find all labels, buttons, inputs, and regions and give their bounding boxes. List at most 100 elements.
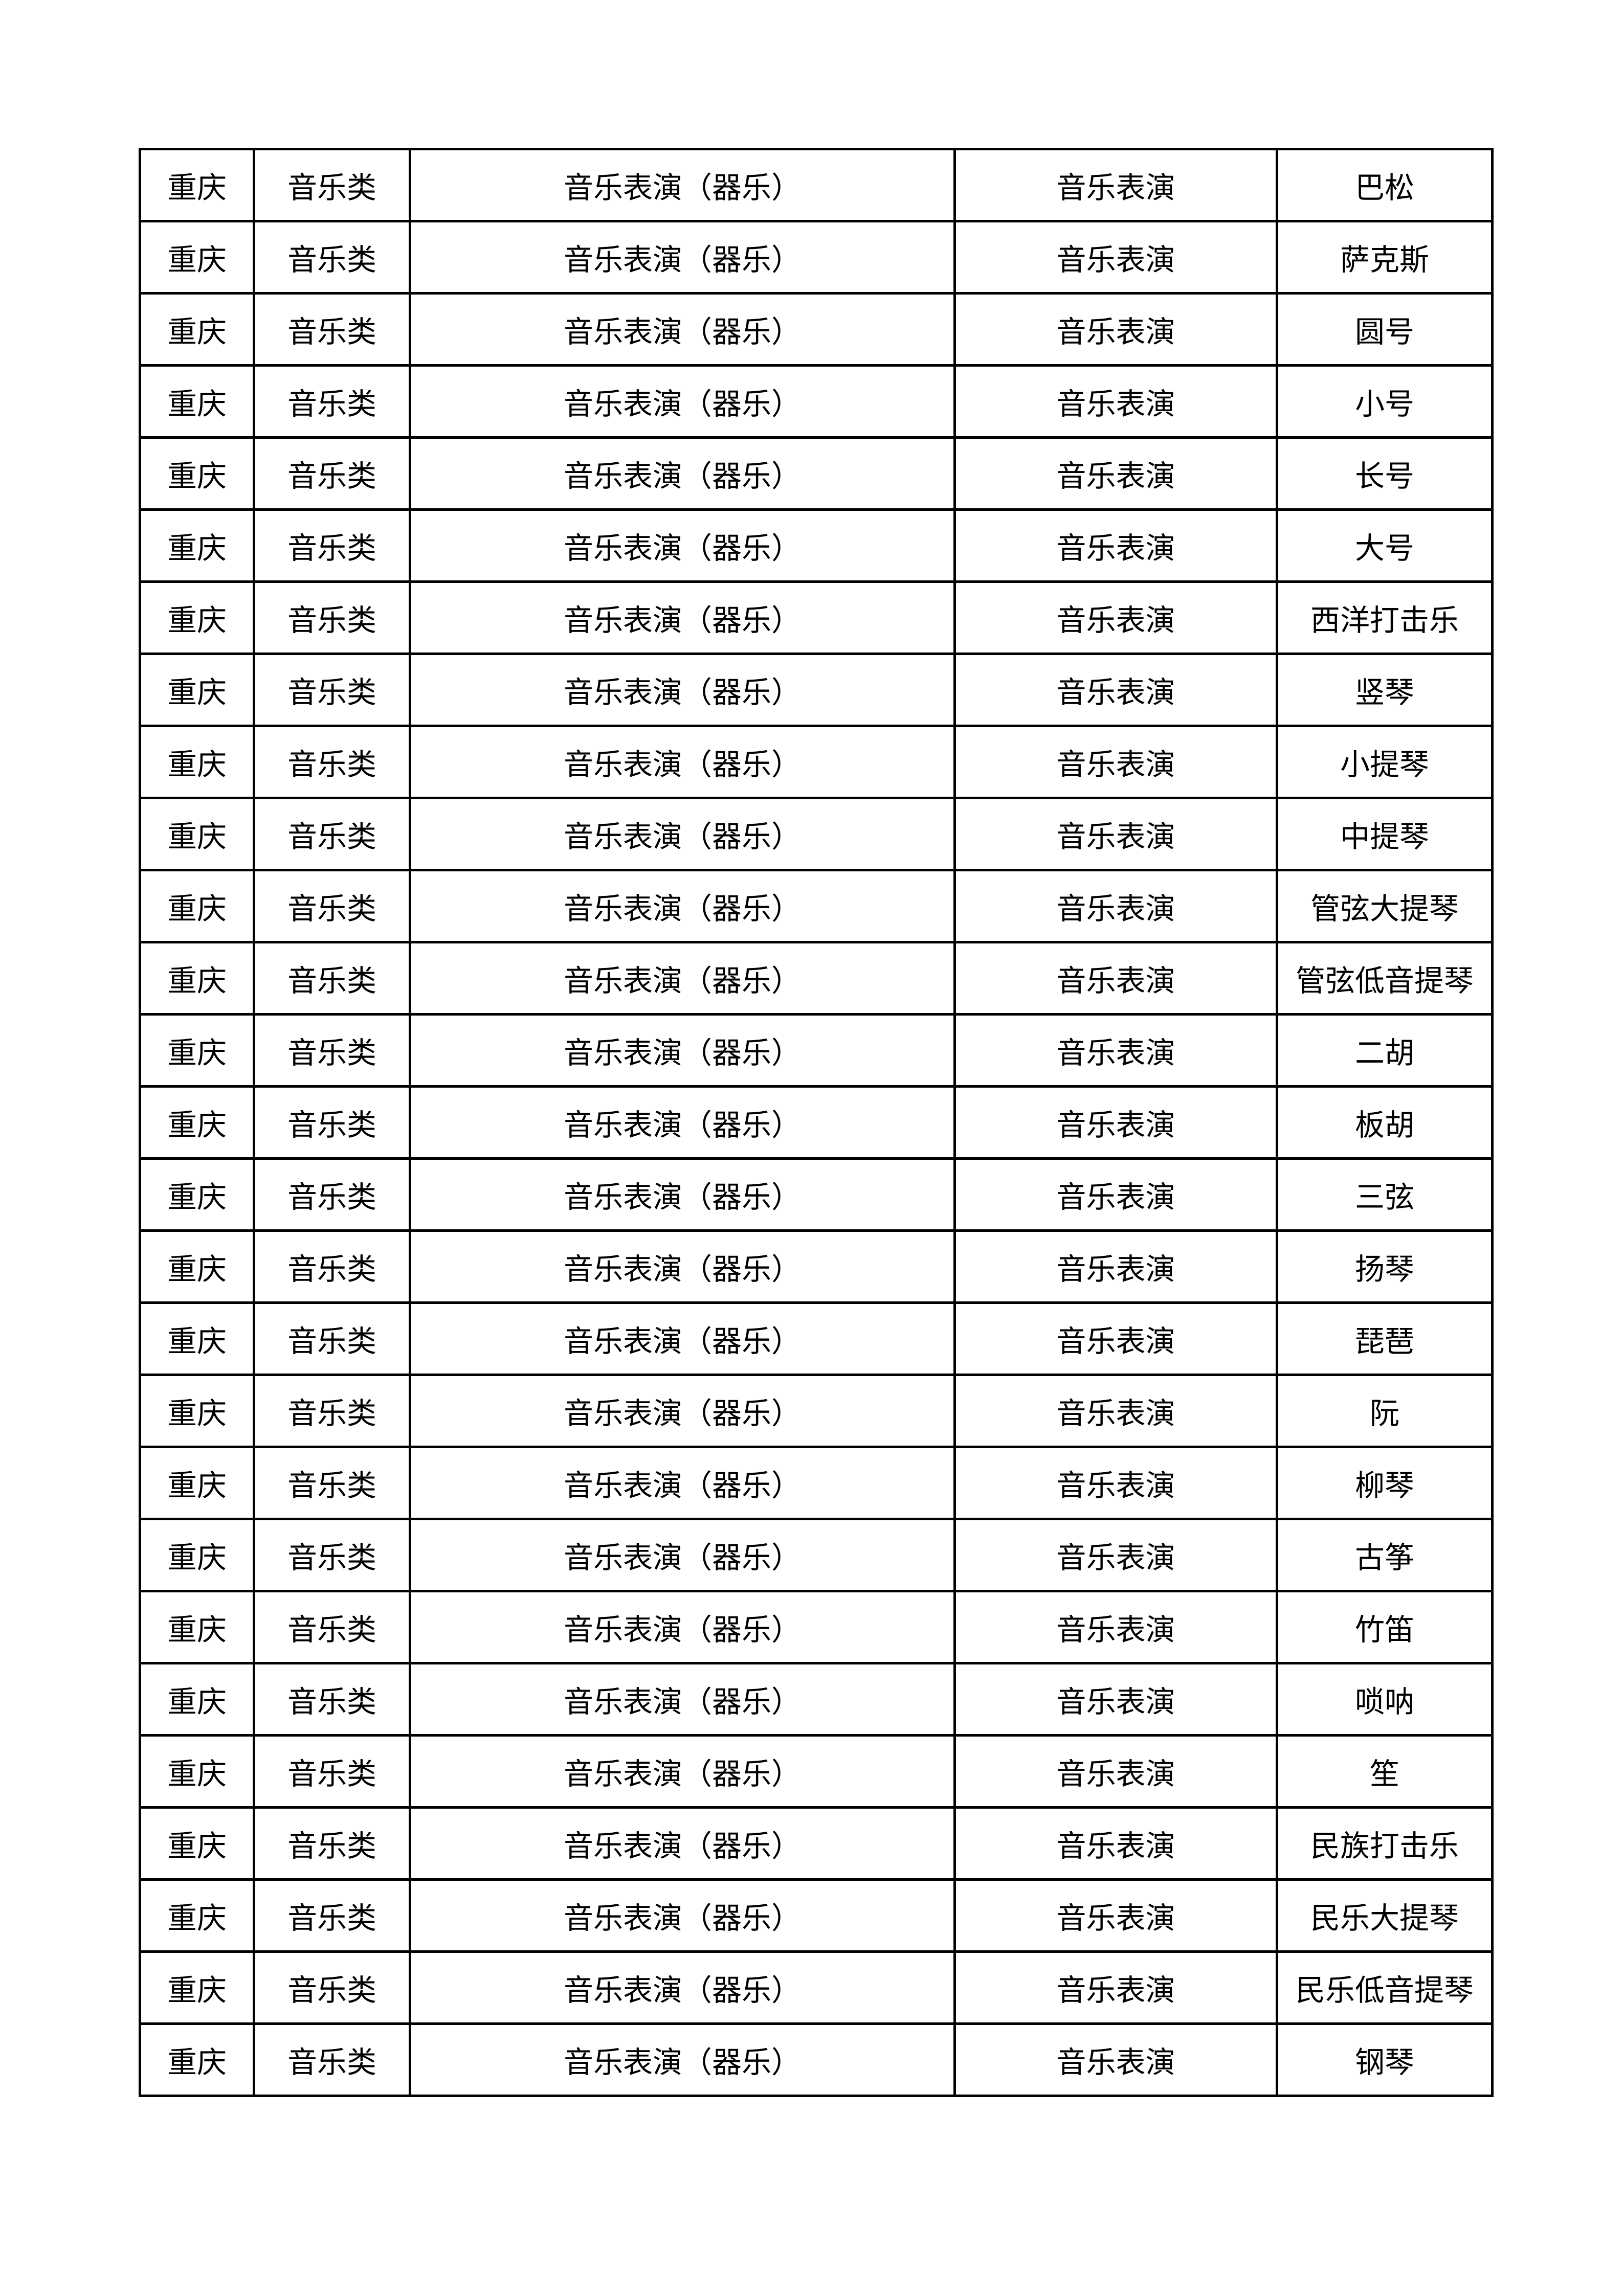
category-cell: 音乐类 [253,2022,411,2097]
instrument-cell: 板胡 [1276,1085,1494,1160]
category-cell: 音乐类 [253,1374,411,1448]
region-cell: 重庆 [139,1806,255,1881]
instrument-cell: 扬琴 [1276,1229,1494,1304]
region-cell: 重庆 [139,2022,255,2097]
region-cell: 重庆 [139,1878,255,1953]
region-cell: 重庆 [139,148,255,222]
major-cell: 音乐表演（器乐） [409,1878,956,1953]
region-cell: 重庆 [139,292,255,367]
major-cell: 音乐表演（器乐） [409,580,956,655]
major-cell: 音乐表演（器乐） [409,1662,956,1737]
subject-cell: 音乐表演 [953,1374,1278,1448]
major-cell: 音乐表演（器乐） [409,508,956,583]
category-cell: 音乐类 [253,1085,411,1160]
subject-cell: 音乐表演 [953,1229,1278,1304]
major-cell: 音乐表演（器乐） [409,1806,956,1881]
major-cell: 音乐表演（器乐） [409,1013,956,1088]
instrument-cell: 柳琴 [1276,1446,1494,1520]
major-cell: 音乐表演（器乐） [409,1950,956,2025]
table-row: 重庆 音乐类 音乐表演（器乐） 音乐表演 二胡 [139,1013,1494,1088]
subject-cell: 音乐表演 [953,292,1278,367]
instrument-cell: 圆号 [1276,292,1494,367]
instrument-cell: 萨克斯 [1276,220,1494,295]
major-cell: 音乐表演（器乐） [409,1734,956,1809]
category-cell: 音乐类 [253,220,411,295]
major-cell: 音乐表演（器乐） [409,1157,956,1232]
major-cell: 音乐表演（器乐） [409,220,956,295]
table-row: 重庆 音乐类 音乐表演（器乐） 音乐表演 竹笛 [139,1590,1494,1664]
category-cell: 音乐类 [253,1806,411,1881]
subject-cell: 音乐表演 [953,1301,1278,1376]
subject-cell: 音乐表演 [953,1878,1278,1953]
table-row: 重庆 音乐类 音乐表演（器乐） 音乐表演 西洋打击乐 [139,580,1494,655]
subject-cell: 音乐表演 [953,2022,1278,2097]
subject-cell: 音乐表演 [953,580,1278,655]
table-row: 重庆 音乐类 音乐表演（器乐） 音乐表演笙 [139,1734,1494,1809]
subject-cell: 音乐表演 [953,725,1278,799]
major-cell: 音乐表演（器乐） [409,941,956,1016]
region-cell: 重庆 [139,797,255,871]
major-cell: 音乐表演（器乐） [409,1374,956,1448]
instrument-cell: 管弦大提琴 [1276,869,1494,943]
region-cell: 重庆 [139,869,255,943]
category-cell: 音乐类 [253,1590,411,1664]
category-cell: 音乐类 [253,1013,411,1088]
table-row: 重庆 音乐类 音乐表演（器乐） 音乐表演 萨克斯 [139,220,1494,295]
category-cell: 音乐类 [253,941,411,1016]
table-row: 重庆 音乐类 音乐表演（器乐） 音乐表演 长号 [139,436,1494,511]
category-cell: 音乐类 [253,1229,411,1304]
table-row: 重庆 音乐类 音乐表演（器乐） 音乐表演 管弦大提琴 [139,869,1494,943]
major-cell: 音乐表演（器乐） [409,1590,956,1664]
instrument-cell: 民乐低音提琴 [1276,1950,1494,2025]
instrument-cell: 巴松 [1276,148,1494,222]
table-row: 重庆 音乐类 音乐表演（器乐） 音乐表演阮 [139,1374,1494,1448]
region-cell: 重庆 [139,1662,255,1737]
table-row: 重庆 音乐类 音乐表演（器乐） 音乐表演 民乐大提琴 [139,1878,1494,1953]
category-cell: 音乐类 [253,652,411,727]
region-cell: 重庆 [139,1950,255,2025]
region-cell: 重庆 [139,1446,255,1520]
region-cell: 重庆 [139,1229,255,1304]
major-cell: 音乐表演（器乐） [409,148,956,222]
instrument-cell: 竖琴 [1276,652,1494,727]
region-cell: 重庆 [139,1085,255,1160]
region-cell: 重庆 [139,1301,255,1376]
region-cell: 重庆 [139,1013,255,1088]
instrument-cell: 长号 [1276,436,1494,511]
instrument-cell: 大号 [1276,508,1494,583]
major-cell: 音乐表演（器乐） [409,1518,956,1592]
table-row: 重庆 音乐类 音乐表演（器乐） 音乐表演 古筝 [139,1518,1494,1592]
major-cell: 音乐表演（器乐） [409,292,956,367]
subject-cell: 音乐表演 [953,364,1278,439]
region-cell: 重庆 [139,725,255,799]
instrument-cell: 小提琴 [1276,725,1494,799]
data-table: 重庆 音乐类 音乐表演（器乐） 音乐表演 巴松 重庆 音乐类 音乐表演（器乐） 音乐表演 萨克斯重… [139,148,1494,2097]
table-row: 重庆 音乐类 音乐表演（器乐） 音乐表演 三弦 [139,1157,1494,1232]
region-cell: 重庆 [139,220,255,295]
category-cell: 音乐类 [253,436,411,511]
region-cell: 重庆 [139,1518,255,1592]
instrument-cell: 古筝 [1276,1518,1494,1592]
category-cell: 音乐类 [253,725,411,799]
table-row: 重庆 音乐类 音乐表演（器乐） 音乐表演 巴松 [139,148,1494,222]
instrument-cell: 民乐大提琴 [1276,1878,1494,1953]
table-row: 重庆 音乐类 音乐表演（器乐） 音乐表演 板胡 [139,1085,1494,1160]
subject-cell: 音乐表演 [953,220,1278,295]
instrument-cell: 民族打击乐 [1276,1806,1494,1881]
major-cell: 音乐表演（器乐） [409,1085,956,1160]
subject-cell: 音乐表演 [953,148,1278,222]
subject-cell: 音乐表演 [953,508,1278,583]
subject-cell: 音乐表演 [953,1157,1278,1232]
category-cell: 音乐类 [253,1950,411,2025]
major-cell: 音乐表演（器乐） [409,797,956,871]
major-cell: 音乐表演（器乐） [409,2022,956,2097]
table-row: 重庆 音乐类 音乐表演（器乐） 音乐表演 柳琴 [139,1446,1494,1520]
subject-cell: 音乐表演 [953,1734,1278,1809]
instrument-cell: 笙 [1276,1734,1494,1809]
category-cell: 音乐类 [253,1734,411,1809]
region-cell: 重庆 [139,1734,255,1809]
subject-cell: 音乐表演 [953,941,1278,1016]
category-cell: 音乐类 [253,1518,411,1592]
category-cell: 音乐类 [253,292,411,367]
subject-cell: 音乐表演 [953,1662,1278,1737]
